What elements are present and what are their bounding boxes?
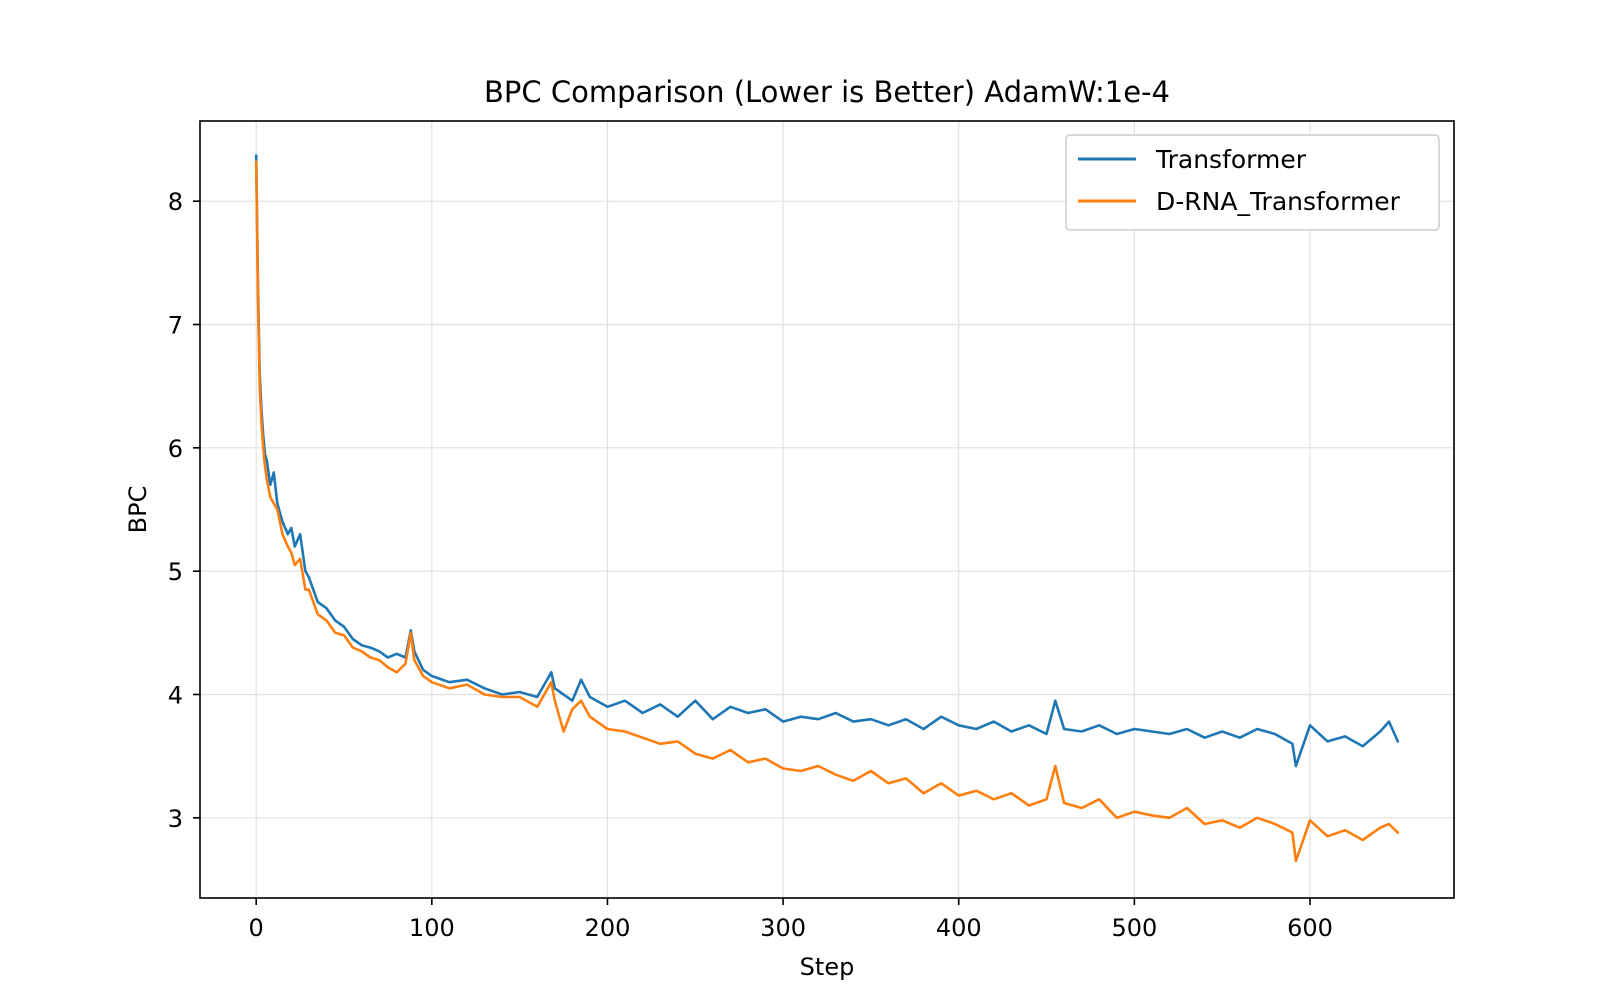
chart-title: BPC Comparison (Lower is Better) AdamW:1… (484, 75, 1170, 109)
legend: Transformer D-RNA_Transformer (1065, 134, 1440, 231)
x-tick-label: 200 (585, 914, 631, 942)
grid-lines (200, 121, 1454, 898)
y-axis-label: BPC (124, 486, 152, 534)
y-tick-label: 7 (168, 312, 183, 340)
x-tick-label: 500 (1111, 914, 1157, 942)
y-tick-label: 3 (168, 805, 183, 833)
plot-frame (199, 120, 1455, 899)
legend-entries: Transformer D-RNA_Transformer (1078, 145, 1401, 216)
x-tick-label: 0 (249, 914, 264, 942)
x-tick-label: 600 (1287, 914, 1333, 942)
x-axis-label: Step (800, 953, 855, 981)
x-tick-label: 100 (409, 914, 455, 942)
y-tick-label: 6 (168, 435, 183, 463)
y-tick-label: 5 (168, 558, 183, 586)
x-tick-label: 300 (760, 914, 806, 942)
y-tick-label: 8 (168, 188, 183, 216)
plot-series (254, 154, 1400, 863)
legend-label-1: Transformer (1155, 145, 1307, 174)
y-tick-label: 4 (168, 682, 183, 710)
series-line-1 (254, 154, 1400, 768)
axis-ticks: 0 100 200 300 400 500 600 3 4 5 6 7 8 (168, 188, 1333, 942)
x-tick-label: 400 (936, 914, 982, 942)
legend-box (1065, 134, 1440, 231)
series-line-2 (254, 160, 1400, 863)
legend-label-2: D-RNA_Transformer (1156, 187, 1401, 216)
